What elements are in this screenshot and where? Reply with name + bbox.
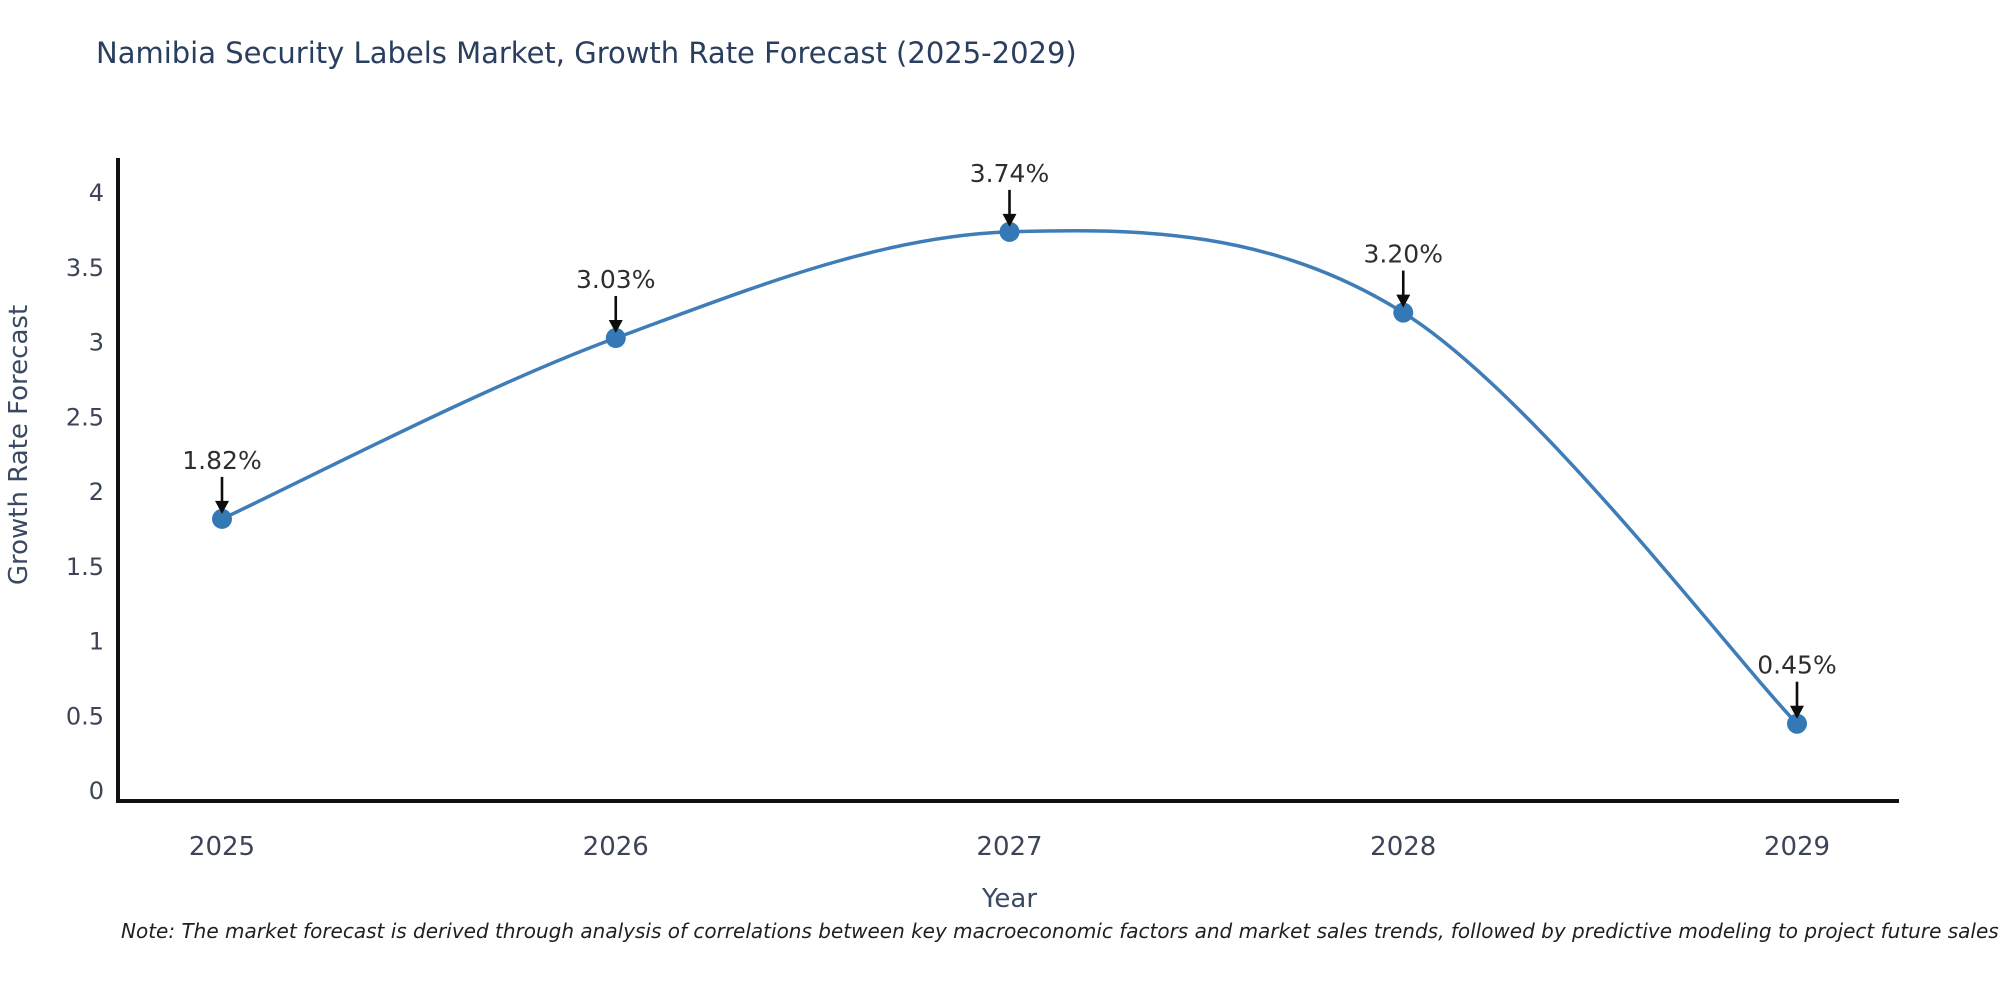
y-tick-label: 2 (89, 478, 104, 506)
x-tick-label: 2028 (1370, 832, 1436, 862)
x-tick-label: 2026 (583, 832, 649, 862)
x-tick-label: 2029 (1764, 832, 1830, 862)
y-tick-label: 0 (89, 777, 104, 805)
y-tick-label: 3.5 (66, 254, 104, 282)
data-point-marker (605, 328, 626, 349)
annotation-arrow-head (215, 500, 229, 514)
y-tick-label: 3 (89, 329, 104, 357)
y-tick-label: 4 (89, 179, 104, 207)
y-tick-label: 1 (89, 628, 104, 656)
footnote: Note: The market forecast is derived thr… (121, 919, 1999, 943)
data-point-marker (1393, 302, 1414, 323)
annotation-arrow-head (1002, 213, 1017, 227)
x-tick-label: 2025 (189, 832, 255, 862)
data-point-label: 1.82% (182, 446, 261, 475)
y-tick-label: 1.5 (66, 553, 104, 581)
data-point-marker (212, 508, 232, 529)
x-tick-label: 2027 (976, 832, 1042, 862)
data-point-label: 3.03% (576, 265, 655, 294)
annotation-arrow-head (608, 320, 623, 334)
y-axis-title: Growth Rate Forecast (4, 305, 34, 585)
data-point-marker (999, 221, 1020, 242)
data-point-label: 3.20% (1364, 240, 1443, 269)
annotation-arrow-head (1396, 294, 1411, 308)
data-point-marker (1787, 713, 1807, 734)
y-tick-label: 0.5 (66, 702, 104, 730)
annotation-arrow-head (1790, 705, 1804, 719)
growth-trend-line (220, 228, 1799, 726)
chart-title: Namibia Security Labels Market, Growth R… (96, 36, 1077, 70)
data-point-label: 0.45% (1757, 651, 1836, 680)
data-point-label: 3.74% (970, 159, 1049, 188)
y-tick-label: 2.5 (66, 403, 104, 431)
x-axis-title: Year (981, 884, 1037, 914)
